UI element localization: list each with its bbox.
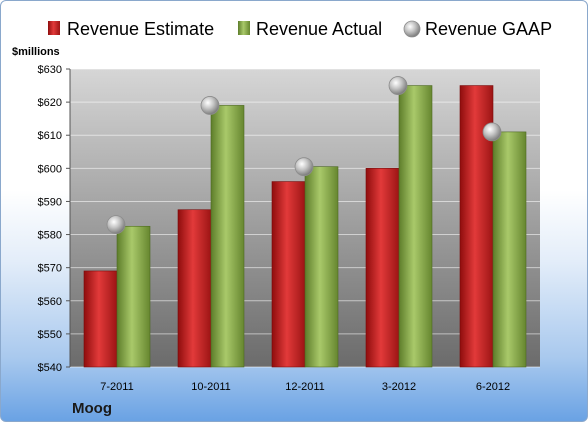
bar-revenue-actual (210, 105, 245, 368)
marker-revenue-gaap (482, 122, 502, 142)
company-name: Moog (72, 400, 112, 417)
bar-revenue-actual (492, 131, 527, 368)
y-axis: $540 $550 $560 $570 $580 $590 $600 $610 $620 $630 (38, 64, 71, 374)
y-tick-label: $570 (38, 263, 62, 275)
y-tick-label: $560 (38, 296, 62, 308)
marker-revenue-gaap (200, 96, 220, 115)
bar-revenue-estimate (271, 181, 306, 368)
y-tick-label: $600 (38, 163, 62, 175)
bar-revenue-actual (398, 85, 433, 368)
bar-revenue-estimate (177, 209, 212, 368)
legend-swatch-revenue-actual (238, 21, 250, 35)
y-tick-label: $630 (38, 64, 62, 76)
marker-revenue-gaap (106, 215, 126, 235)
y-tick-label: $580 (38, 230, 62, 242)
marker-revenue-gaap (388, 76, 408, 95)
y-tick-label: $550 (38, 329, 62, 341)
bars (83, 85, 527, 368)
y-tick-label: $620 (38, 97, 62, 109)
bar-revenue-estimate (83, 270, 118, 368)
legend-label-revenue-gaap: Revenue GAAP (425, 19, 552, 39)
legend-swatch-revenue-estimate (48, 21, 60, 35)
x-tick-label: 10-2011 (191, 381, 231, 393)
y-tick-label: $590 (38, 196, 62, 208)
x-tick-label: 6-2012 (476, 381, 510, 393)
gaap-markers (106, 76, 502, 235)
y-axis-unit-label: $millions (12, 46, 60, 58)
legend-label-revenue-estimate: Revenue Estimate (67, 19, 214, 39)
y-tick-label: $540 (38, 362, 62, 374)
legend-label-revenue-actual: Revenue Actual (256, 19, 382, 39)
x-tick-label: 3-2012 (382, 381, 416, 393)
legend-marker-revenue-gaap (403, 20, 421, 38)
x-axis: 7-2011 10-2011 12-2011 3-2012 6-2012 (100, 381, 510, 393)
y-tick-label: $610 (38, 130, 62, 142)
bar-revenue-actual (116, 225, 151, 368)
x-tick-label: 12-2011 (285, 381, 325, 393)
marker-revenue-gaap (294, 157, 314, 177)
bar-revenue-estimate (365, 168, 400, 368)
legend: Revenue Estimate Revenue Actual Revenue … (48, 19, 552, 39)
bar-revenue-actual (304, 166, 339, 368)
x-tick-label: 7-2011 (100, 381, 133, 393)
